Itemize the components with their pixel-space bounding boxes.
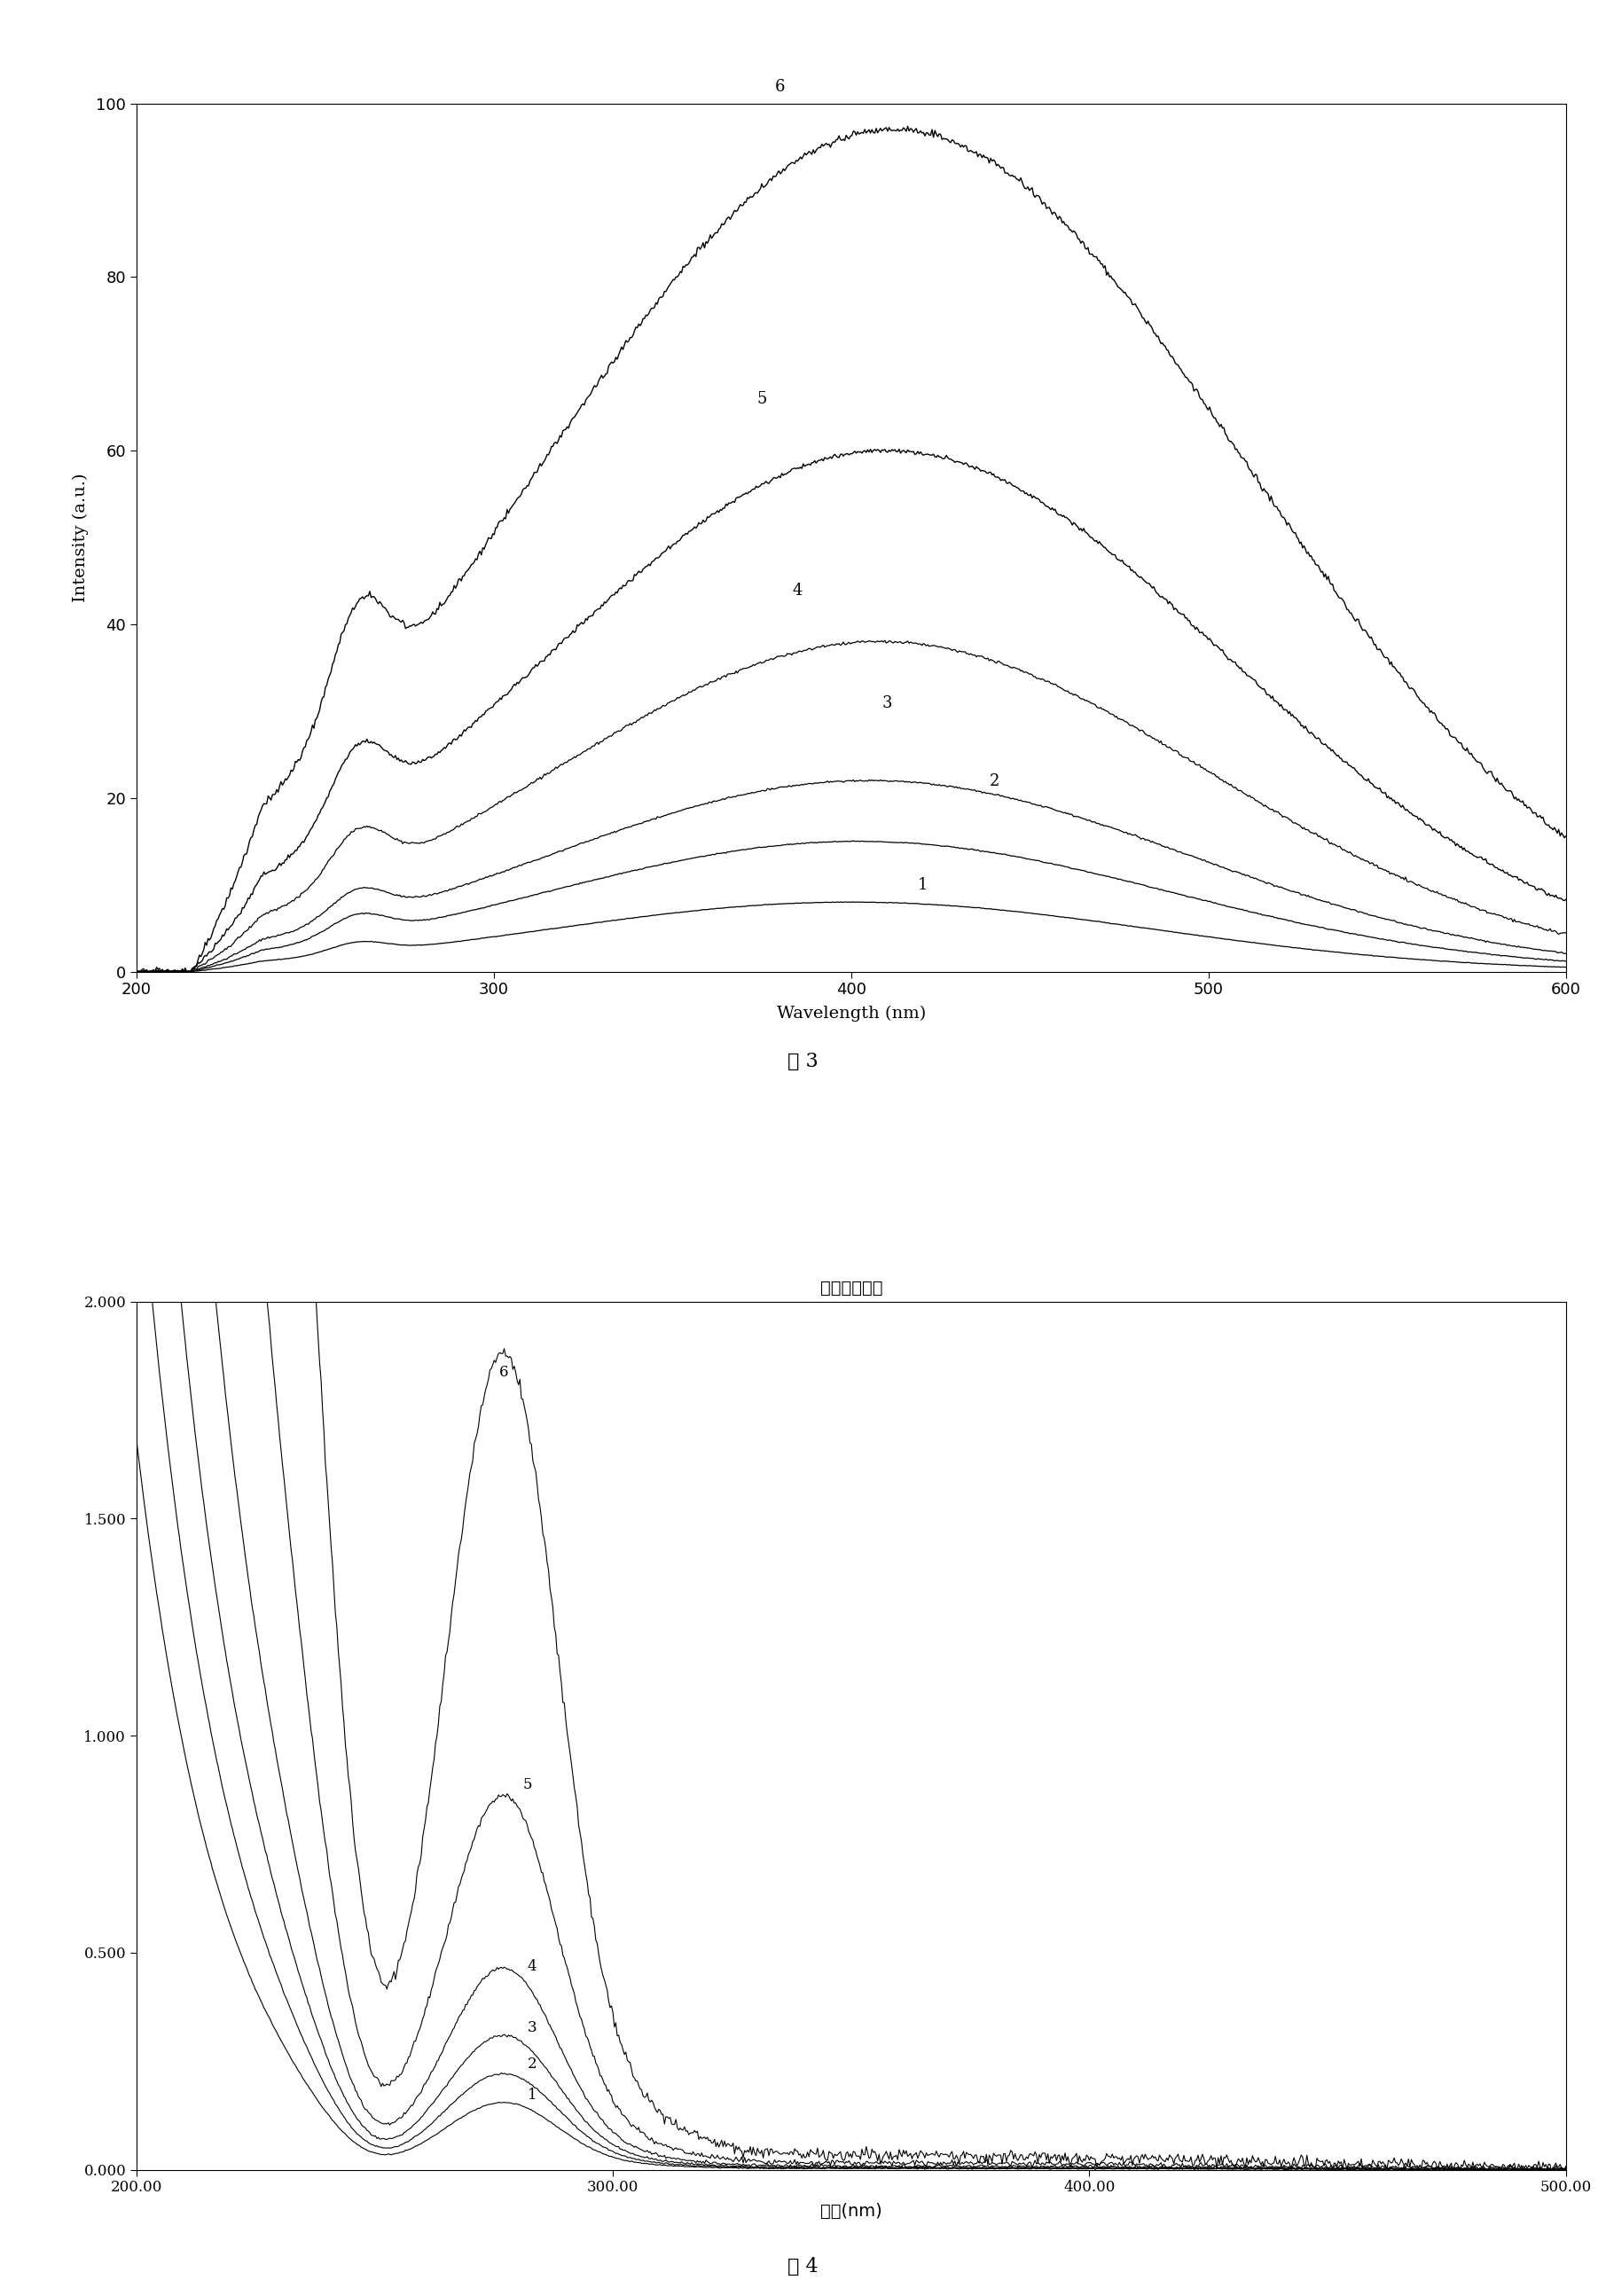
Text: 图 4: 图 4 — [787, 2257, 819, 2275]
Y-axis label: Intensity (a.u.): Intensity (a.u.) — [72, 473, 88, 602]
Text: 3: 3 — [882, 696, 891, 712]
Text: 1: 1 — [527, 2087, 536, 2103]
Text: 6: 6 — [774, 78, 785, 94]
Title: 光谱扫描曲线: 光谱扫描曲线 — [821, 1279, 882, 1297]
Text: 3: 3 — [527, 2020, 536, 2034]
Text: 5: 5 — [756, 390, 768, 406]
X-axis label: Wavelength (nm): Wavelength (nm) — [777, 1006, 925, 1022]
Text: 图 3: 图 3 — [787, 1052, 819, 1072]
X-axis label: 波长(nm): 波长(nm) — [821, 2202, 882, 2220]
Text: 2: 2 — [989, 774, 999, 790]
Text: 1: 1 — [917, 877, 928, 893]
Text: 2: 2 — [527, 2057, 536, 2071]
Text: 4: 4 — [792, 583, 803, 599]
Text: 4: 4 — [527, 1958, 536, 1975]
Text: 5: 5 — [522, 1777, 532, 1793]
Text: 6: 6 — [499, 1364, 507, 1380]
